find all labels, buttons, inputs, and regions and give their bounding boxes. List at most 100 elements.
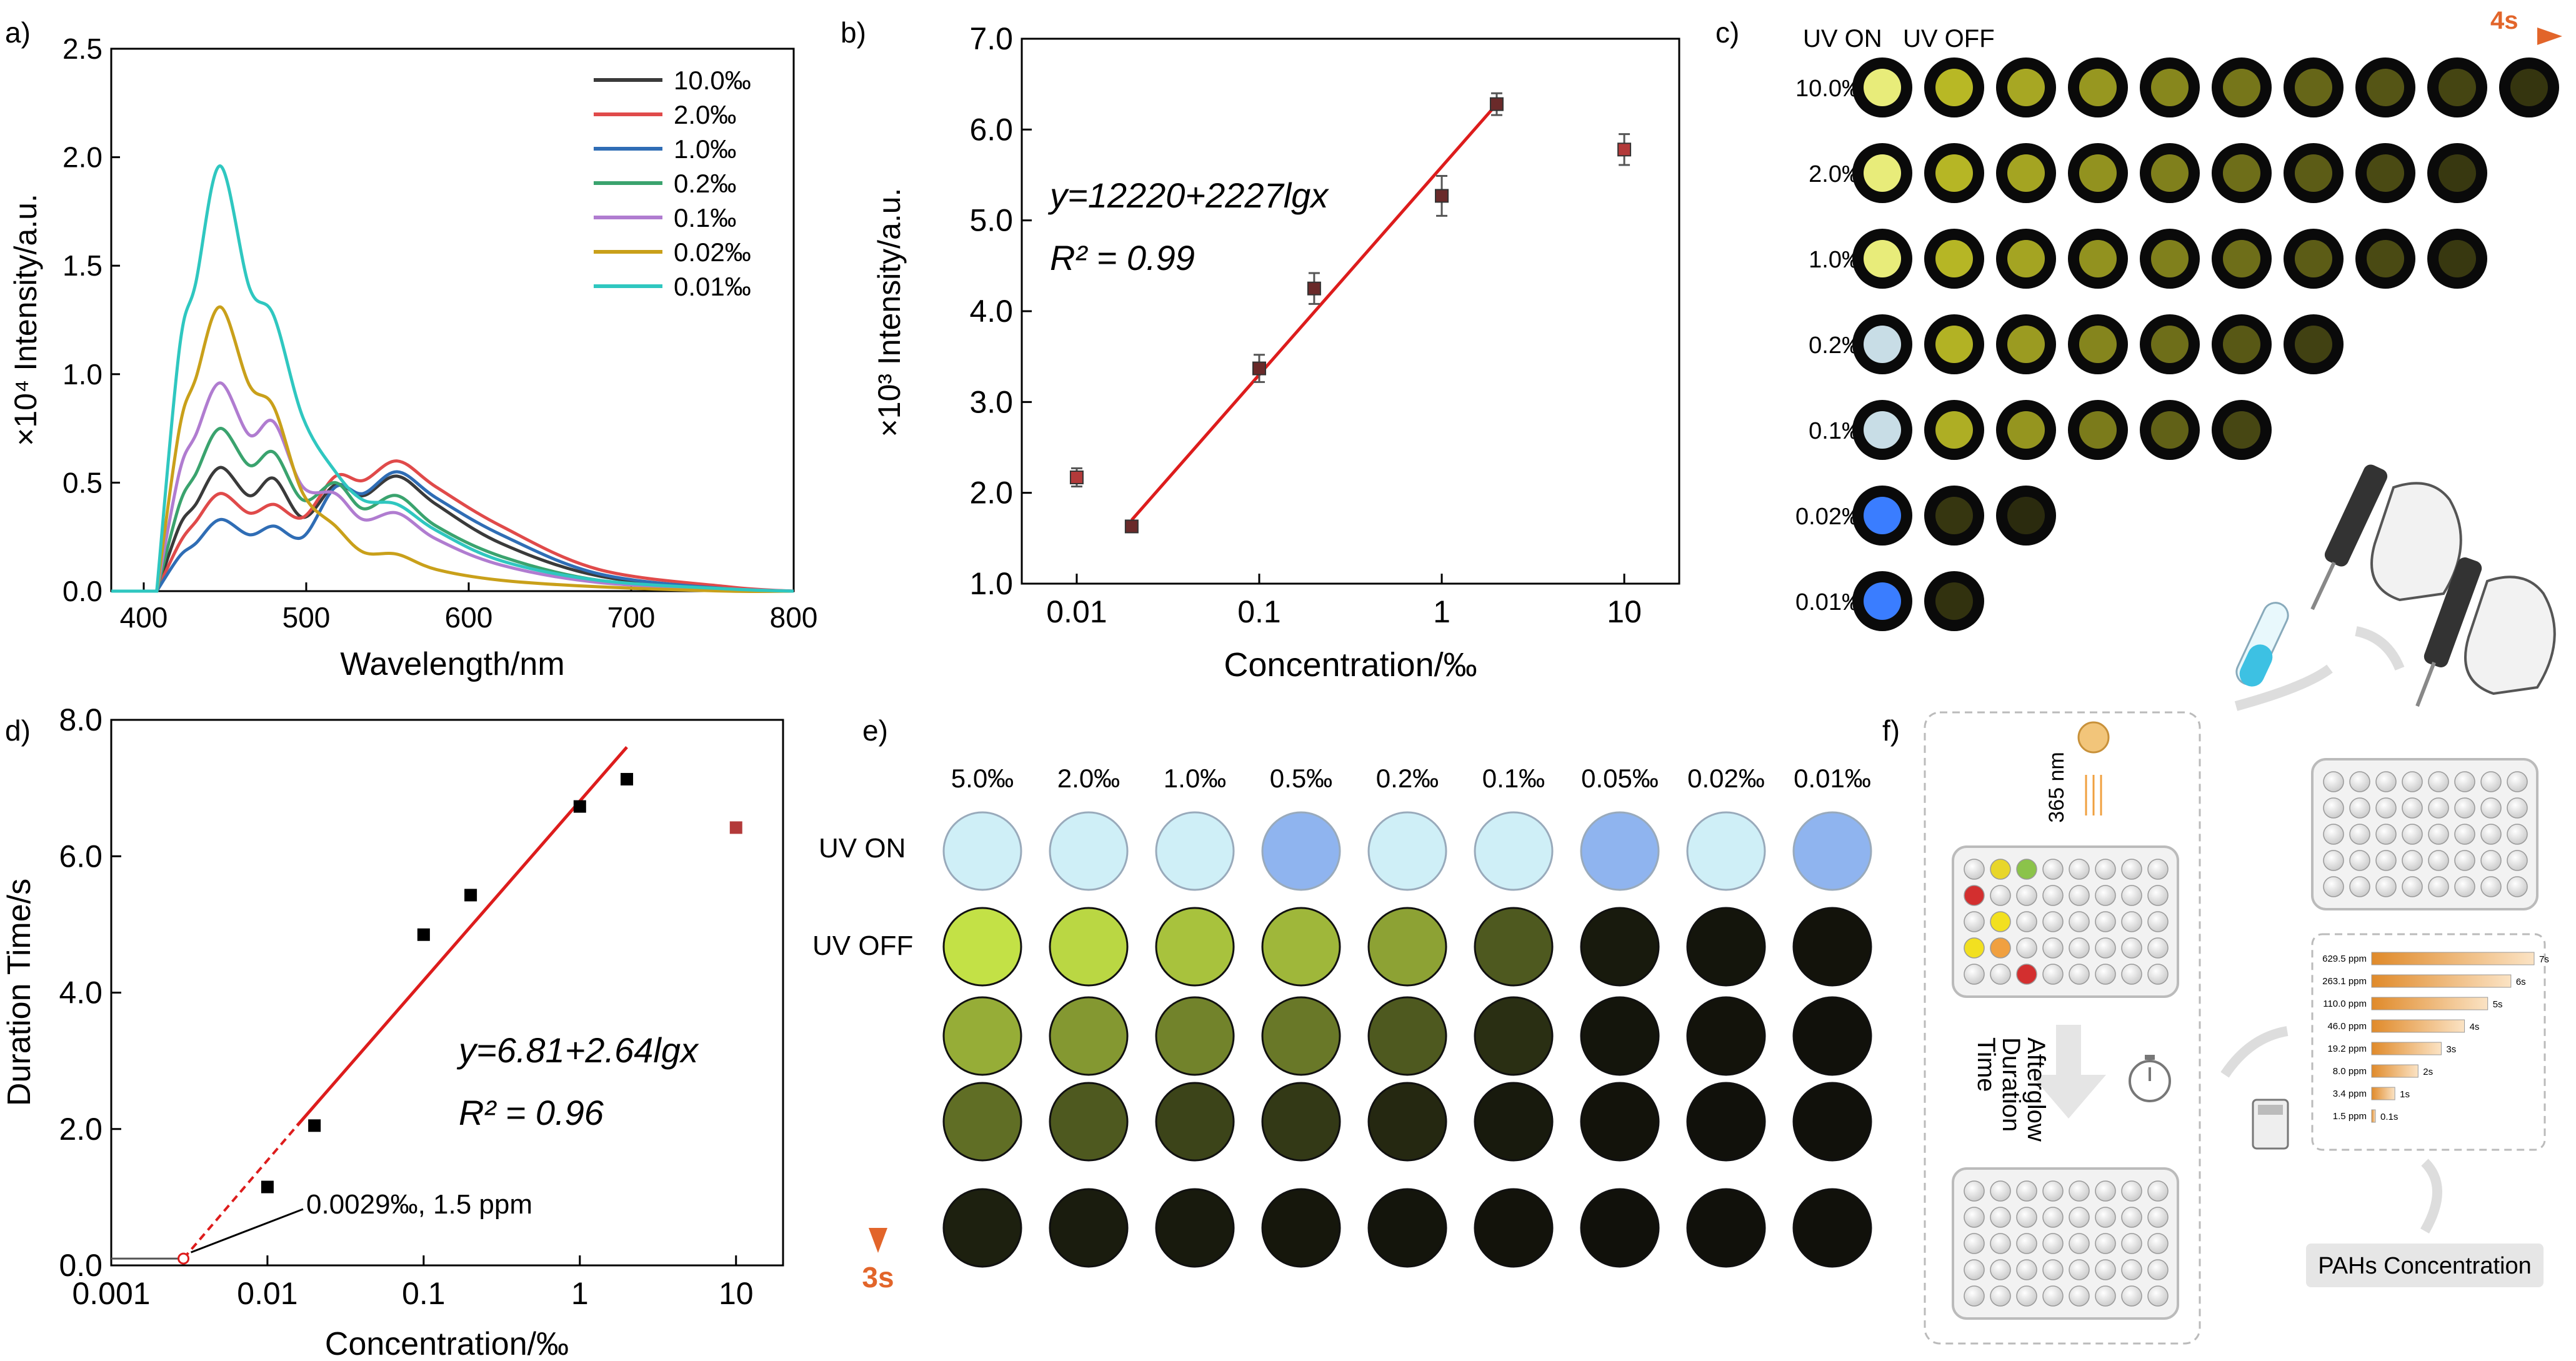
plate-well [1964,911,1985,932]
panel-label-e: e) [862,714,888,747]
plate-well [1990,859,2011,880]
panel-c-sample [2151,326,2189,363]
plate-well [2375,797,2397,819]
bar-label: 1.5 ppm [2333,1111,2367,1122]
plate-well [2147,1207,2169,1228]
chart-d-fit-line [296,746,628,1127]
plate-well [2121,885,2142,906]
panel-c-sample [2510,69,2548,106]
bar-label: 110.0 ppm [2323,999,2367,1009]
plate-well [2147,964,2169,985]
bar-time-label: 1s [2400,1089,2410,1100]
panel-c-sample [1864,69,1901,106]
plate-well [2069,1285,2090,1307]
plate-well [2042,964,2064,985]
chart-b-ytick-label: 3.0 [969,384,1013,419]
plate-well [2042,1207,2064,1228]
panel-e-uv-off-dish [1474,996,1554,1076]
plate-middle [1952,845,2179,998]
panel-e-uv-off-dish [1686,996,1766,1076]
plate-well [1990,1259,2011,1280]
chart-d-annotation: 0.0029‰, 1.5 ppm [306,1189,532,1220]
panel-c-sample [2295,240,2332,277]
bar-label: 3.4 ppm [2333,1089,2367,1099]
chart-a-xtick-label: 400 [120,601,168,634]
bar-7 [2371,1109,2376,1123]
plate-well [1990,937,2011,959]
panel-c-photo-grid: UV ON UV OFF 4s 10.0‰2.0‰1.0‰0.2‰0.1‰0.0… [1795,7,2562,631]
plate-well [2042,1259,2064,1280]
plate-well [2147,859,2169,880]
panel-e-uv-off-dish [1049,1188,1129,1268]
chart-a-legend-label: 0.1‰ [674,203,736,232]
plate-well [2095,1259,2116,1280]
chart-a-xtick-label: 800 [770,601,818,634]
panel-e-uv-off-dish [942,907,1022,987]
panel-e-time-arrowhead [869,1228,887,1253]
chart-a-ytick-label: 2.0 [62,141,102,174]
panel-e-uv-off-dish [1049,996,1129,1076]
panel-c-sample [2007,69,2045,106]
plate-well [2069,1180,2090,1202]
panel-c-sample [2367,154,2404,192]
plate-well [2147,1233,2169,1254]
plate-well [2147,937,2169,959]
workflow-dashed-box [1924,711,2201,1345]
panel-label-a: a) [5,16,31,49]
panel-c-sample [1864,411,1901,449]
plate-well [2121,937,2142,959]
chart-d-point-3 [464,889,477,902]
chart-a-xlabel: Wavelength/nm [340,646,564,682]
chart-a-legend-label: 2.0‰ [674,100,736,129]
panel-c-sample [2007,154,2045,192]
panel-e-uv-off-dish [942,996,1022,1076]
bar-label: 263.1 ppm [2322,976,2367,987]
pipette-hand-illustration-2 [2415,557,2556,707]
panel-e-column-label: 2.0‰ [1057,764,1120,793]
plate-well [2042,911,2064,932]
result-box [2306,1244,2544,1287]
panel-e-column-label: 0.5‰ [1270,764,1332,793]
plate-well [2147,1180,2169,1202]
bar-time-label: 4s [2470,1022,2480,1032]
panel-c-sample [2007,497,2045,534]
plate-well [2507,797,2528,819]
plate-well [1964,964,1985,985]
panel-c-sample [2295,154,2332,192]
plate-well [2480,850,2502,871]
panel-e-uv-off-dish [1580,1082,1660,1162]
panel-c-sample [1864,497,1901,534]
chart-d-ytick-label: 8.0 [59,702,102,737]
panel-c-sample [1935,69,1973,106]
chart-a-ytick-label: 1.5 [62,249,102,282]
panel-e-uv-off-dish [1261,907,1341,987]
chart-d-annotation-arrow [191,1208,304,1254]
panel-e-column-label: 1.0‰ [1164,764,1226,793]
chart-a-ytick-label: 0.5 [62,466,102,499]
plate-well [1964,885,1985,906]
bar-label: 46.0 ppm [2327,1021,2367,1032]
chart-d-frame [110,719,784,1267]
plate-well [2121,1233,2142,1254]
panel-e-uv-off-dish [1686,1188,1766,1268]
panel-e-uv-off-dish [1474,1082,1554,1162]
panel-c-sample [2223,154,2260,192]
panel-c-sample [1864,326,1901,363]
calculator-icon [2252,1099,2289,1150]
plate-well [2454,876,2475,897]
panel-c-sample [2223,69,2260,106]
chart-b-point-2 [1252,361,1266,376]
plate-well [2069,1259,2090,1280]
plate-well [2349,824,2370,845]
panel-c-time-label: 4s [2490,7,2519,34]
plate-well [2480,824,2502,845]
plate-well [2349,797,2370,819]
panel-c-sample [1935,582,1973,620]
chart-a-series-line-6 [111,164,794,593]
panel-c-sample [1935,326,1973,363]
chart-d-ytick-label: 4.0 [59,975,102,1010]
panel-e-uv-off-dish [1792,907,1872,987]
plate-well [1964,1285,1985,1307]
chart-a-legend-label: 10.0‰ [674,66,751,95]
